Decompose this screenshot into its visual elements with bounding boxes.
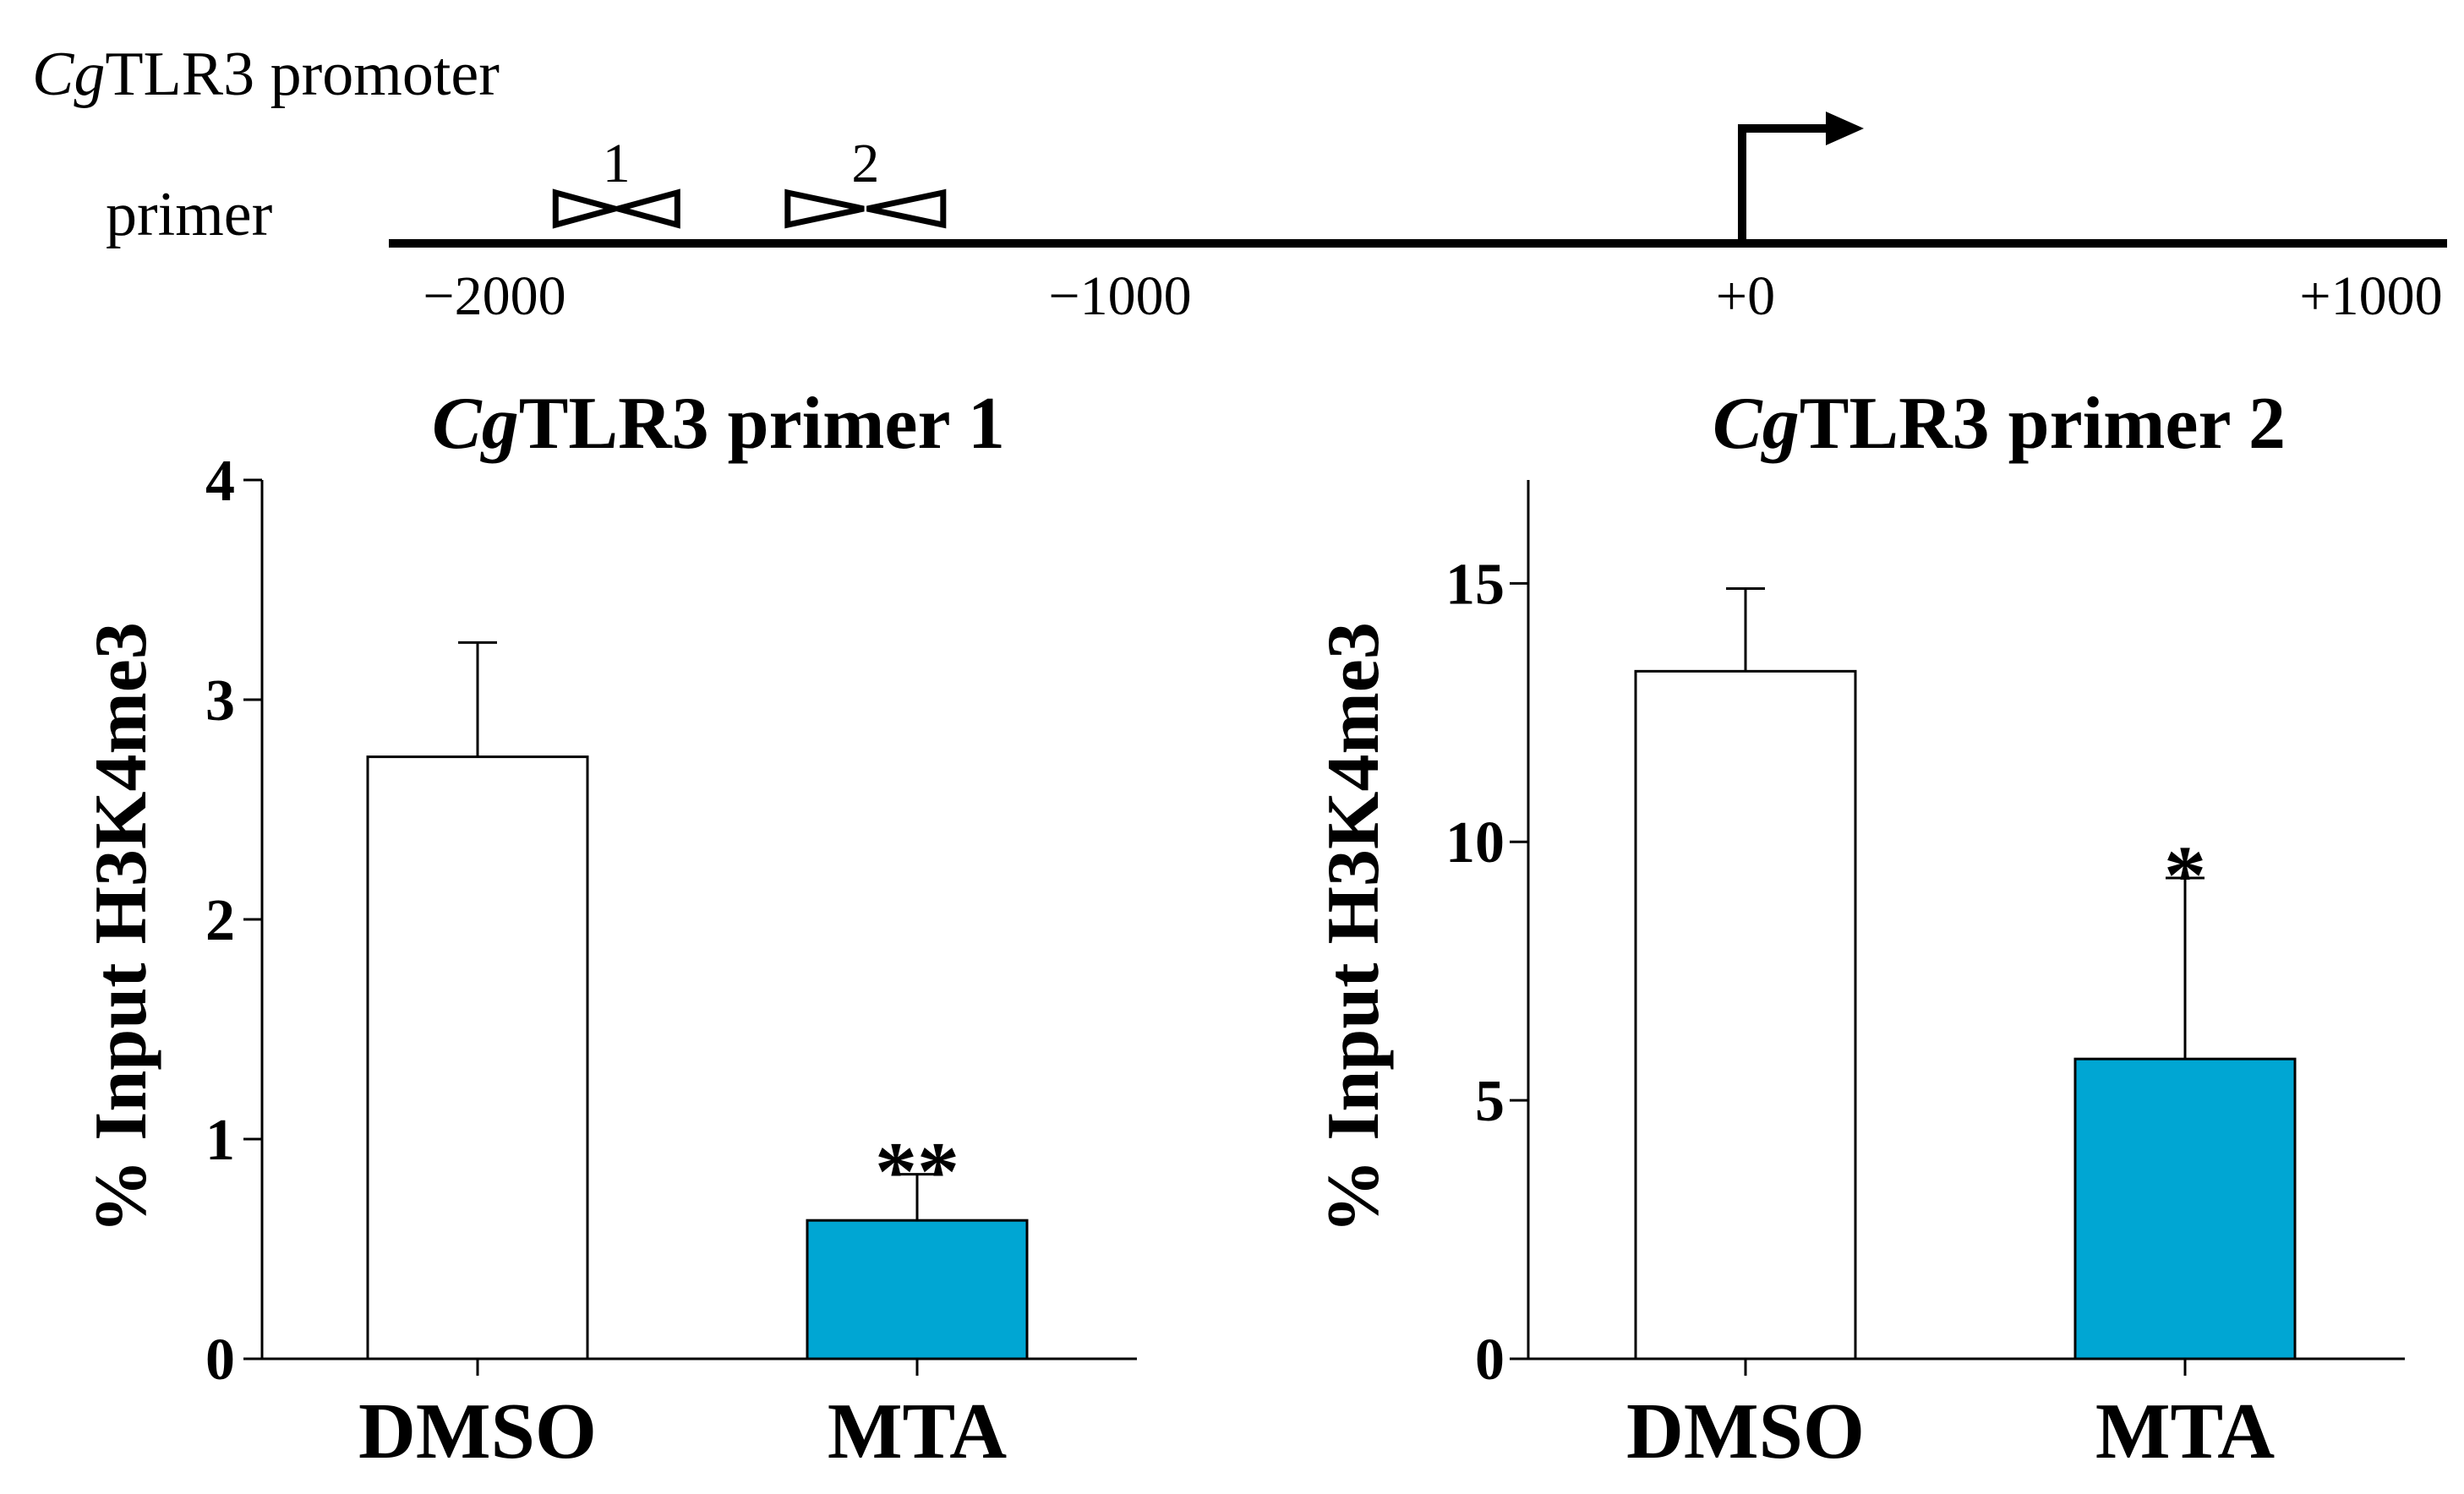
tss-arrow-stem — [1738, 124, 1833, 243]
y-tick-label: 4 — [205, 449, 235, 514]
y-axis-label: % Input H3K4me3 — [80, 622, 162, 1234]
y-tick-label: 1 — [205, 1108, 235, 1173]
promoter-title: CgTLR3 promoter — [32, 40, 500, 109]
position-labels: −2000 −1000 +0 +1000 — [423, 265, 2442, 327]
primer-marker-2: 2 — [784, 133, 947, 229]
y-tick-label: 5 — [1475, 1069, 1505, 1134]
chart-title: CgTLR3 primer 2 — [1713, 383, 2286, 465]
x-tick-label: MTA — [828, 1388, 1007, 1475]
position-label: +1000 — [2299, 265, 2442, 327]
bar-dmso — [366, 755, 589, 1360]
bar-mta — [806, 1219, 1029, 1360]
bar-dmso — [1634, 669, 1857, 1360]
tss-arrow-head — [1826, 112, 1864, 145]
y-tick-label: 0 — [205, 1328, 235, 1393]
primer-number: 1 — [603, 133, 631, 194]
primer-forward-triangle — [784, 188, 865, 229]
x-tick-label: DMSO — [1626, 1388, 1865, 1475]
primer-reverse-triangle — [606, 188, 680, 229]
primer-marker-1: 1 — [552, 133, 680, 229]
primer-label: primer — [106, 180, 272, 249]
chart-primer-2: CgTLR3 primer 2 % Input H3K4me3 DMSO * MTA 0 5… — [1313, 383, 2405, 1475]
bar-mta — [2073, 1057, 2297, 1360]
chart-title-rest: TLR3 primer 1 — [519, 383, 1005, 465]
promoter-title-rest: TLR3 promoter — [105, 40, 500, 109]
significance-marker: * — [2164, 828, 2206, 922]
chart-title-rest: TLR3 primer 2 — [1800, 383, 2286, 465]
position-label: −2000 — [423, 265, 565, 327]
y-tick-label: 15 — [1445, 552, 1505, 617]
primer-reverse-triangle — [866, 188, 947, 229]
x-tick-label: DMSO — [358, 1388, 597, 1475]
y-tick-label: 3 — [205, 668, 235, 733]
y-tick-label: 0 — [1475, 1328, 1505, 1393]
x-tick-label: MTA — [2095, 1388, 2275, 1475]
chart-title-italic: Cg — [1713, 383, 1800, 465]
y-tick-label: 2 — [205, 888, 235, 953]
primer-forward-triangle — [552, 188, 626, 229]
y-tick-label: 10 — [1445, 810, 1505, 875]
promoter-title-italic: Cg — [32, 40, 105, 109]
primer-number: 2 — [851, 133, 879, 194]
chart-primer-1: CgTLR3 primer 1 % Input H3K4me3 DMSO ** MTA 0… — [80, 383, 1137, 1475]
y-axis-label: % Input H3K4me3 — [1313, 622, 1395, 1234]
position-label: +0 — [1716, 265, 1775, 327]
significance-marker: ** — [875, 1125, 959, 1219]
tss-arrow — [1738, 112, 1864, 243]
chart-title: CgTLR3 primer 1 — [432, 383, 1005, 465]
position-label: −1000 — [1048, 265, 1191, 327]
chart-title-italic: Cg — [432, 383, 519, 465]
